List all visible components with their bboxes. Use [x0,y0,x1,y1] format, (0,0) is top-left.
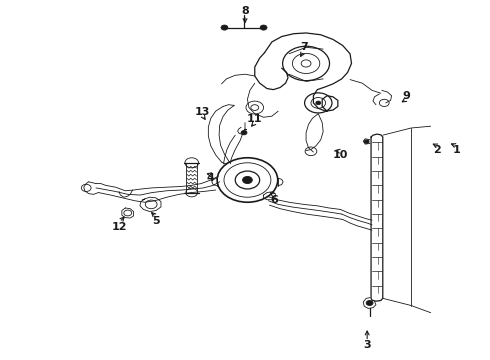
Text: 12: 12 [112,222,127,231]
Text: 7: 7 [300,42,308,52]
Circle shape [364,140,369,143]
Text: 2: 2 [433,144,441,154]
Text: 13: 13 [195,107,210,117]
Text: 4: 4 [207,173,215,183]
Circle shape [243,176,252,184]
Circle shape [366,301,373,306]
Text: 6: 6 [270,195,278,205]
Circle shape [221,25,228,30]
Circle shape [260,25,267,30]
Text: 5: 5 [152,216,160,226]
Circle shape [316,101,321,105]
Text: 1: 1 [452,144,460,154]
Text: 11: 11 [247,114,263,124]
Text: 9: 9 [402,91,410,101]
Text: 8: 8 [241,6,249,17]
Text: 10: 10 [333,150,348,160]
Circle shape [241,131,247,135]
Text: 3: 3 [364,340,371,350]
